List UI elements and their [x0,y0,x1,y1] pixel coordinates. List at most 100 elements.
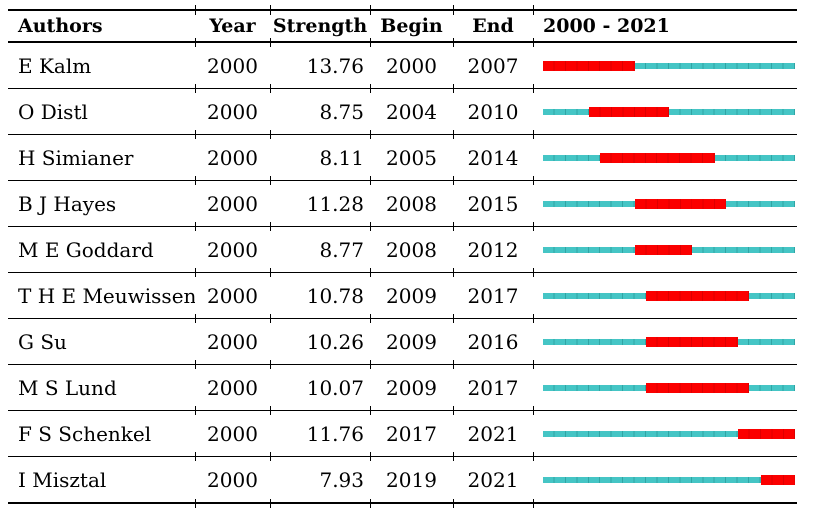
year-cell: 2000 [207,237,258,262]
column-divider-tick [453,360,454,369]
author-cell: T H E Meuwissen [18,283,195,308]
end-cell: 2017 [467,375,519,400]
burst-segment [543,60,635,71]
column-divider-tick [533,222,534,231]
end-cell: 2010 [467,99,519,124]
burst-segment [600,152,715,163]
year-cell: 2000 [207,467,258,492]
column-divider-tick [453,84,454,93]
strength-cell: 10.26 [306,329,364,354]
timeline-cell [533,244,797,255]
table-row: I Misztal 2000 7.93 2019 2021 [8,452,797,508]
table-row: F S Schenkel 2000 11.76 2017 2021 [8,406,797,457]
table-body: E Kalm 2000 13.76 2000 2007 O Distl 2000… [8,38,797,508]
burst-segment [634,244,692,255]
column-divider-tick [533,176,534,185]
strength-cell: 11.76 [306,421,364,446]
burst-segment [646,382,750,393]
column-divider-tick [533,130,534,139]
table-row: M E Goddard 2000 8.77 2008 2012 [8,222,797,273]
timeline-cell [533,428,797,439]
burst-segment [646,290,750,301]
column-divider-tick [195,406,196,415]
timeline-cell [533,152,797,163]
table-row: H Simianer 2000 8.11 2005 2014 [8,130,797,181]
author-cell: M S Lund [18,375,117,400]
timeline-base-bar [543,62,795,69]
column-divider-tick [195,84,196,93]
strength-cell: 7.93 [319,467,364,492]
end-cell: 2021 [467,467,519,492]
begin-cell: 2008 [386,237,437,262]
timeline-base-bar [543,476,795,483]
year-cell: 2000 [207,329,258,354]
column-divider-tick [370,130,371,139]
strength-cell: 11.28 [306,191,364,216]
authors-burst-table: Authors Year Strength Begin End 2000 - 2… [8,5,797,508]
column-divider-tick [370,499,371,508]
timeline-bar [543,290,795,301]
begin-cell: 2005 [386,145,437,170]
timeline-bar [543,382,795,393]
author-cell: E Kalm [18,53,92,78]
column-divider-tick [370,268,371,277]
year-cell: 2000 [207,53,258,78]
year-cell: 2000 [207,283,258,308]
strength-cell: 10.07 [306,375,364,400]
column-divider-tick [270,452,271,461]
column-divider-tick [270,499,271,508]
timeline-cell [533,60,797,71]
strength-cell: 8.11 [319,145,364,170]
column-divider-tick [370,360,371,369]
begin-cell: 2008 [386,191,437,216]
column-divider-tick [270,130,271,139]
table-row: G Su 2000 10.26 2009 2016 [8,314,797,365]
column-divider-tick [453,5,454,15]
timeline-bar [543,336,795,347]
timeline-bar [543,152,795,163]
column-divider-tick [270,222,271,231]
strength-cell: 10.78 [306,283,364,308]
table-row: T H E Meuwissen 2000 10.78 2009 2017 [8,268,797,319]
column-header-year: Year [209,15,256,37]
column-divider-tick [370,314,371,323]
column-divider-tick [370,5,371,15]
column-divider-tick [453,406,454,415]
timeline-base-bar [543,108,795,115]
column-divider-tick [195,222,196,231]
column-divider-tick [370,222,371,231]
column-divider-tick [533,406,534,415]
column-divider-tick [270,268,271,277]
burst-segment [646,336,738,347]
column-divider-tick [533,5,534,15]
column-divider-tick [195,452,196,461]
year-cell: 2000 [207,421,258,446]
end-cell: 2014 [467,145,519,170]
column-divider-tick [370,176,371,185]
column-divider-tick [270,84,271,93]
burst-segment [588,106,669,117]
column-divider-tick [195,130,196,139]
author-cell: O Distl [18,99,88,124]
timeline-cell [533,106,797,117]
column-divider-tick [533,268,534,277]
column-divider-tick [533,84,534,93]
begin-cell: 2009 [386,375,437,400]
column-header-end: End [472,15,514,37]
timeline-bar [543,244,795,255]
column-divider-tick [195,499,196,508]
end-cell: 2016 [467,329,519,354]
column-divider-tick [453,38,454,47]
column-divider-tick [270,314,271,323]
column-divider-tick [270,176,271,185]
burst-segment [737,428,795,439]
column-divider-tick [270,406,271,415]
end-cell: 2021 [467,421,519,446]
strength-cell: 8.77 [319,237,364,262]
year-cell: 2000 [207,375,258,400]
column-divider-tick [370,406,371,415]
column-header-begin: Begin [380,15,443,37]
timeline-base-bar [543,430,795,437]
strength-cell: 8.75 [319,99,364,124]
table-row: O Distl 2000 8.75 2004 2010 [8,84,797,135]
